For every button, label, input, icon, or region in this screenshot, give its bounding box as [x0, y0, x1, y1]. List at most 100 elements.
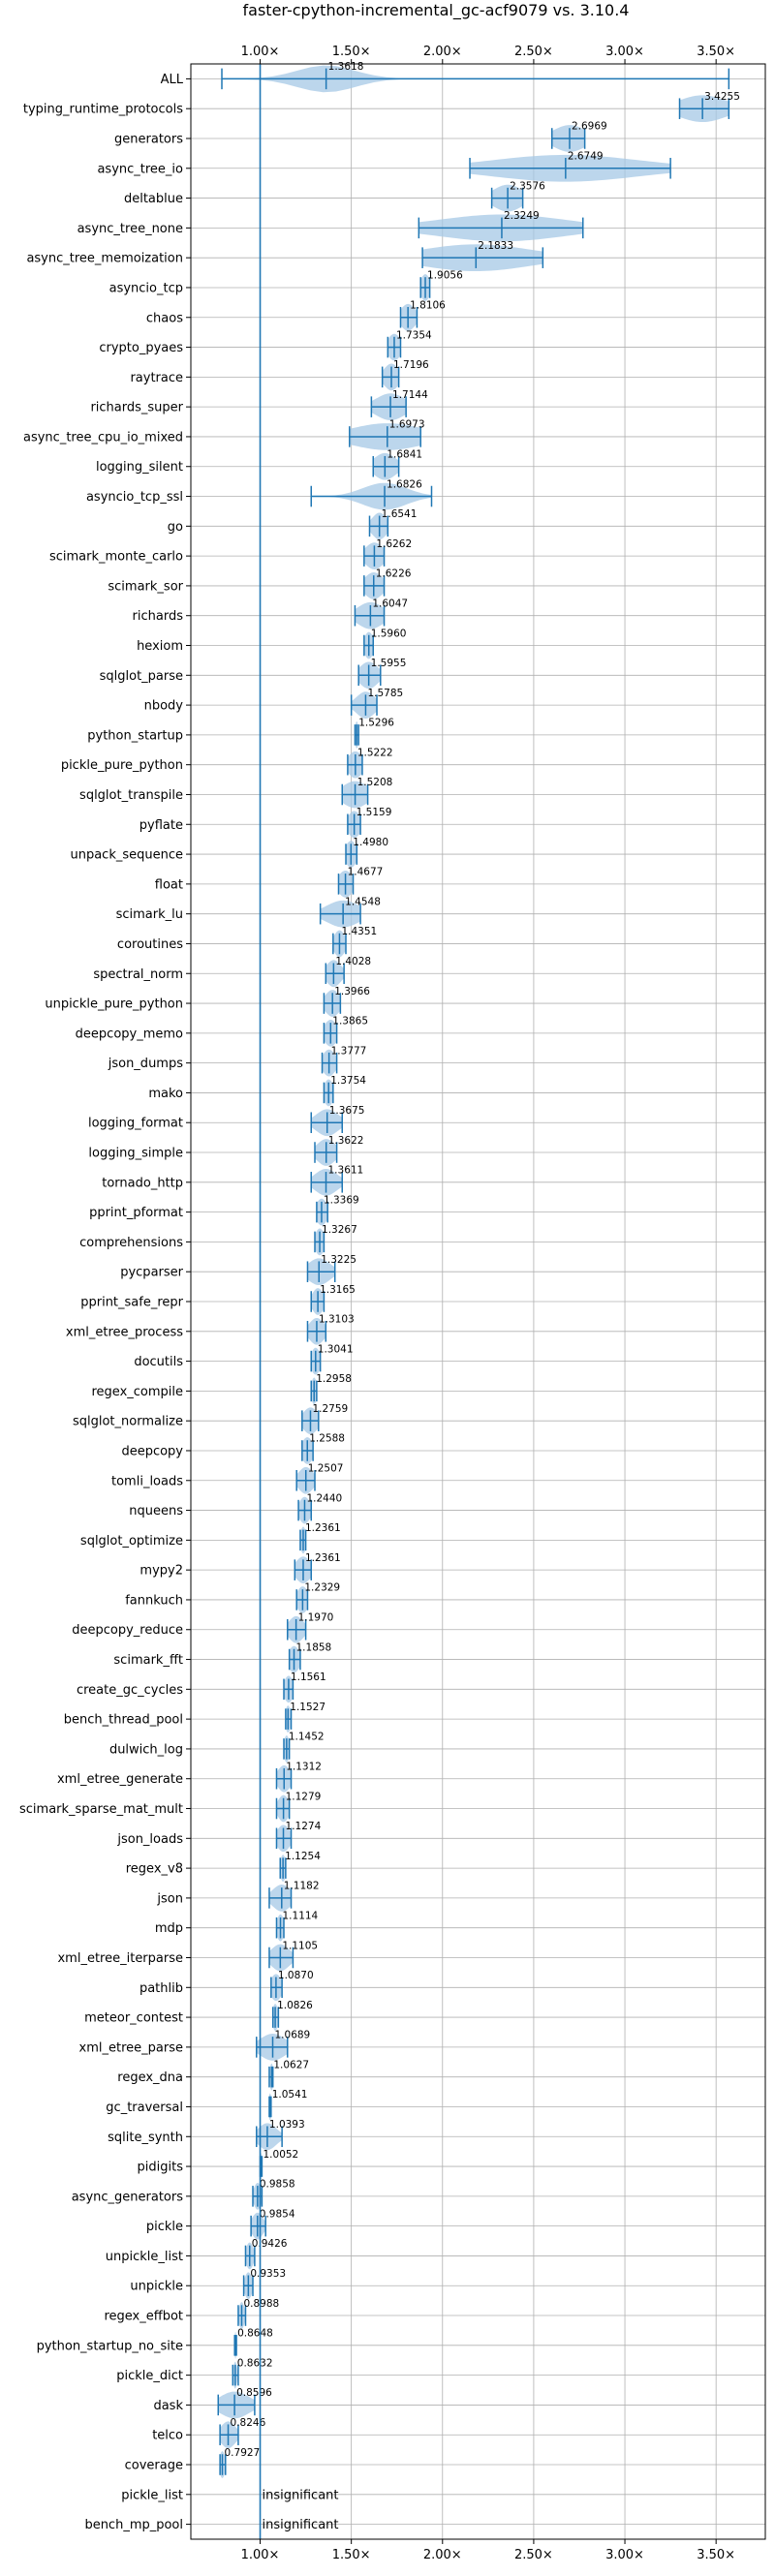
benchmark-label: pickle_pure_python [61, 758, 183, 773]
value-label: 1.3618 [328, 61, 364, 73]
benchmark-label: raytrace [130, 371, 183, 385]
benchmark-label: coverage [125, 2459, 183, 2473]
x-tick-label-top: 3.00× [605, 45, 644, 59]
value-label: 1.9056 [427, 270, 463, 282]
benchmark-label: scimark_monte_carlo [49, 550, 183, 565]
value-label: 0.8246 [231, 2417, 266, 2429]
benchmark-label: deltablue [124, 192, 183, 206]
benchmark-label: bench_thread_pool [64, 1713, 183, 1728]
value-label: 1.5955 [371, 658, 407, 669]
benchmark-label: regex_compile [91, 1385, 183, 1399]
x-tick-label-bottom: 2.50× [514, 2548, 553, 2562]
axes: 1.00× 1.00× 1.50× 1.50× 2.00× 2.00× 2.50× 2.50×… [186, 45, 766, 2562]
benchmark-label: sqlite_synth [108, 2131, 183, 2145]
benchmark-label: scimark_sor [108, 579, 183, 594]
value-label: 1.7196 [393, 359, 429, 371]
value-label: 0.9353 [250, 2268, 286, 2280]
value-label: 1.3267 [322, 1224, 357, 1236]
benchmark-label: go [168, 520, 183, 535]
value-label: 2.6969 [572, 121, 607, 133]
value-label: 1.0870 [278, 1970, 314, 1981]
benchmark-label: unpickle_pure_python [45, 997, 183, 1012]
value-label: 1.4028 [335, 956, 371, 967]
value-label: 1.1279 [286, 1791, 322, 1802]
value-label: 1.6841 [387, 448, 422, 460]
value-label: 1.1527 [290, 1702, 326, 1713]
value-label: 1.1452 [289, 1732, 325, 1743]
value-label: 1.3611 [328, 1165, 364, 1177]
benchmark-label: scimark_lu [116, 907, 183, 922]
value-label: 1.4980 [353, 837, 388, 848]
benchmark-label: async_generators [72, 2190, 184, 2204]
benchmark-label: unpickle [130, 2280, 183, 2294]
violins [217, 65, 730, 2478]
benchmark-label: pickle [146, 2220, 183, 2234]
value-label: 1.3225 [321, 1254, 356, 1266]
value-label: 0.8632 [237, 2357, 273, 2369]
x-tick-label-bottom: 3.00× [605, 2548, 644, 2562]
benchmark-label: gc_traversal [106, 2101, 183, 2115]
value-label: 1.2361 [305, 1552, 341, 1564]
benchmark-label: unpickle_list [106, 2250, 183, 2264]
insignificant-label: insignificant [263, 2488, 339, 2502]
value-label: 1.2329 [304, 1582, 340, 1594]
benchmark-label: generators [114, 132, 183, 146]
benchmark-label: spectral_norm [93, 967, 183, 982]
benchmark-label: async_tree_cpu_io_mixed [23, 430, 183, 445]
value-label: 1.1312 [286, 1761, 322, 1772]
value-label: 1.6262 [376, 538, 412, 550]
value-label: 1.2361 [305, 1522, 341, 1534]
x-tick-label-bottom: 1.00× [241, 2548, 280, 2562]
value-label: 1.1561 [291, 1671, 326, 1683]
value-label: 1.2958 [316, 1373, 352, 1385]
value-label: 0.7927 [225, 2447, 261, 2459]
value-label: 1.1114 [283, 1910, 319, 1921]
benchmark-label: deepcopy_memo [76, 1027, 183, 1041]
value-label: 1.0826 [277, 2000, 313, 2011]
value-label: 2.1833 [478, 240, 513, 252]
value-label: 0.8596 [236, 2387, 272, 2399]
value-label: 1.6226 [376, 568, 412, 580]
value-label: 2.3249 [504, 210, 540, 222]
benchmark-label: typing_runtime_protocols [23, 103, 183, 117]
value-label: 1.5222 [357, 747, 393, 758]
x-tick-label-top: 3.50× [697, 45, 735, 59]
benchmark-label: pprint_safe_repr [80, 1296, 183, 1310]
value-label: 1.1254 [285, 1851, 321, 1862]
benchmark-label: pickle_list [121, 2488, 183, 2502]
benchmark-label: logging_silent [96, 460, 183, 475]
value-label: 1.5296 [358, 718, 394, 729]
benchmark-label: create_gc_cycles [77, 1683, 183, 1698]
value-label: 1.2440 [306, 1492, 342, 1504]
benchmark-label: sqlglot_optimize [80, 1534, 183, 1549]
benchmark-label: chaos [146, 311, 183, 325]
benchmark-label: crypto_pyaes [99, 341, 183, 355]
value-label: 0.8988 [243, 2298, 279, 2310]
chart-title: faster-cpython-incremental_gc-acf9079 vs… [243, 1, 630, 20]
benchmark-label: telco [152, 2429, 183, 2443]
value-label: 0.9854 [260, 2208, 295, 2220]
value-label: 1.6973 [389, 419, 425, 431]
benchmark-label: tomli_loads [111, 1474, 183, 1488]
value-label: 1.8106 [410, 300, 446, 312]
value-label: 3.4255 [704, 91, 740, 103]
benchmark-label: nqueens [129, 1504, 183, 1518]
value-label: 1.5208 [357, 777, 393, 788]
insignificant-label: insignificant [263, 2518, 339, 2532]
x-tick-label-top: 1.50× [332, 45, 371, 59]
benchmark-label: xml_etree_parse [79, 2040, 183, 2055]
value-label: 1.2507 [308, 1463, 344, 1475]
benchmark-label: dask [153, 2399, 183, 2413]
benchmark-label: pprint_pformat [89, 1206, 183, 1220]
benchmark-label: json [156, 1891, 183, 1906]
value-label: 1.2588 [309, 1433, 345, 1445]
value-label: 1.2759 [312, 1403, 348, 1415]
x-tick-label-bottom: 1.50× [332, 2548, 371, 2562]
value-label: 1.5159 [356, 807, 392, 818]
value-label: 1.3865 [332, 1016, 368, 1027]
value-label: 1.6826 [387, 478, 422, 490]
value-label: 1.3966 [334, 986, 370, 997]
value-label: 1.5960 [371, 628, 407, 639]
benchmark-label: richards [133, 609, 184, 624]
value-label: 1.7144 [392, 389, 428, 401]
